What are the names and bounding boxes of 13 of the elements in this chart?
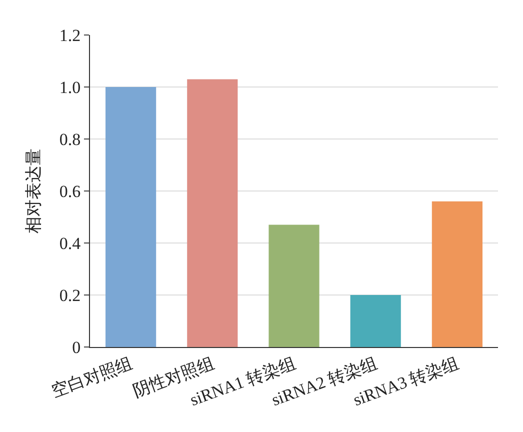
bar (187, 79, 238, 347)
bar (350, 295, 401, 347)
y-tick-label: 0.8 (59, 130, 81, 149)
y-tick-label: 1.2 (59, 26, 81, 45)
bar (432, 201, 482, 347)
y-axis-title: 相对表达量 (24, 148, 44, 234)
y-tick-label: 0.2 (59, 286, 81, 305)
y-tick-label: 1.0 (59, 78, 81, 97)
y-tick-label: 0 (72, 338, 81, 357)
bar (268, 224, 320, 347)
y-tick-label: 0.4 (59, 234, 82, 253)
y-tick-label: 0.6 (59, 182, 81, 201)
bar (106, 87, 156, 347)
